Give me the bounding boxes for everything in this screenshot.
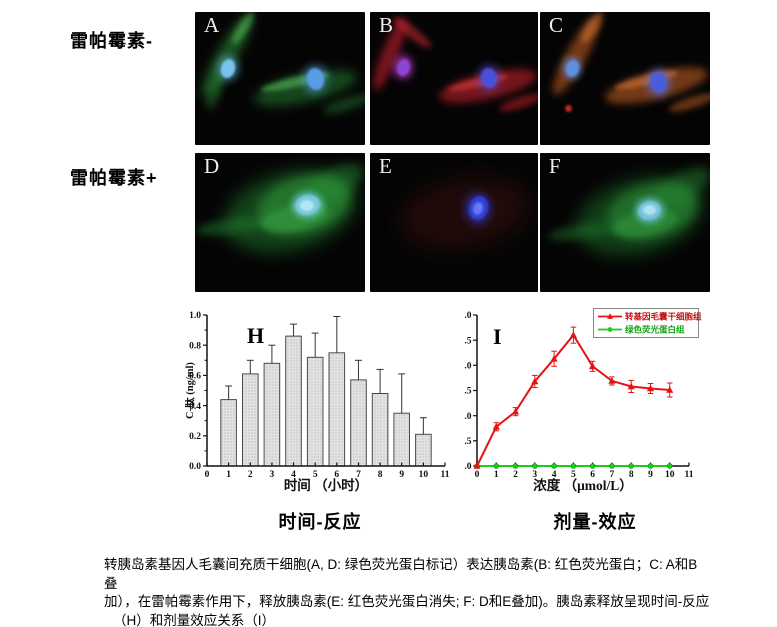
svg-text:4: 4: [291, 470, 296, 480]
svg-text:3: 3: [270, 470, 275, 480]
svg-text:0.6: 0.6: [189, 372, 201, 382]
svg-text:2: 2: [513, 470, 518, 480]
micrograph-panel-e: E: [370, 153, 538, 292]
line-chart-svg: .0 .5 .0 .5 .0 .5 .0 0 1 2 3 4 5 6 7 8 9 10 11 转基因毛囊干细胞组绿色荧…: [464, 308, 702, 493]
panel-letter: A: [204, 13, 220, 37]
svg-text:浓度 （μmol/L）: 浓度 （μmol/L）: [533, 477, 633, 493]
svg-text:I: I: [493, 324, 502, 349]
cell-fluorescence-blob: [564, 104, 572, 112]
svg-text:2: 2: [248, 470, 253, 480]
svg-text:.0: .0: [464, 311, 471, 321]
micrograph-panel-f: F: [540, 153, 710, 292]
micrograph-panel-b: B: [370, 12, 538, 145]
svg-text:5: 5: [313, 470, 318, 480]
svg-text:0.0: 0.0: [189, 462, 201, 472]
micrograph-panel-a: A: [195, 12, 365, 145]
svg-text:转基因毛囊干细胞组: 转基因毛囊干细胞组: [625, 312, 702, 322]
svg-text:10: 10: [665, 470, 675, 480]
svg-text:.0: .0: [464, 362, 471, 372]
svg-text:0.2: 0.2: [189, 432, 201, 442]
svg-text:7: 7: [356, 470, 361, 480]
svg-text:1: 1: [226, 470, 231, 480]
chart-caption-time: 时间-反应: [278, 512, 362, 532]
svg-text:8: 8: [629, 470, 634, 480]
svg-text:7: 7: [610, 470, 615, 480]
svg-text:5: 5: [571, 470, 576, 480]
micrograph-grid: A B C D E F: [0, 0, 777, 300]
rapamycin-plus-label: 雷帕霉素+: [70, 168, 158, 188]
caption-line-3: （H）和剂量效应关系（I）: [113, 612, 275, 627]
svg-text:.5: .5: [464, 336, 471, 346]
figure-caption: 转胰岛素基因人毛囊间充质干细胞(A, D: 绿色荧光蛋白标记）表达胰岛素(B: …: [104, 556, 710, 627]
time-response-chart: 0.0 0.2 0.4 0.6 0.8 1.0 0 1 2 3 4 5 6 7 8 9 10 11 C-肽 (ng/…: [183, 300, 455, 495]
svg-text:9: 9: [399, 470, 404, 480]
micrograph-panel-d: D: [195, 153, 365, 292]
panel-letter: B: [379, 13, 394, 37]
svg-text:0: 0: [475, 470, 480, 480]
svg-text:时间 （小时）: 时间 （小时）: [284, 477, 368, 493]
svg-text:6: 6: [590, 470, 595, 480]
svg-text:10: 10: [419, 470, 429, 480]
svg-text:9: 9: [648, 470, 653, 480]
panel-letter: C: [549, 13, 564, 37]
panel-letter: D: [204, 154, 220, 178]
svg-text:0.8: 0.8: [189, 341, 201, 351]
svg-text:11: 11: [441, 470, 450, 480]
svg-text:.5: .5: [464, 437, 471, 447]
caption-line-2: 加），在雷帕霉素作用下，释放胰岛素(E: 红色荧光蛋白消失; F: D和E叠加)…: [104, 594, 710, 609]
svg-text:.0: .0: [464, 412, 471, 422]
svg-text:绿色荧光蛋白组: 绿色荧光蛋白组: [625, 325, 685, 335]
svg-text:6: 6: [334, 470, 339, 480]
svg-text:11: 11: [685, 470, 694, 480]
panel-letter: E: [379, 154, 392, 178]
svg-text:0: 0: [205, 470, 210, 480]
svg-text:8: 8: [378, 470, 383, 480]
svg-text:3: 3: [532, 470, 537, 480]
svg-text:.0: .0: [464, 462, 471, 472]
dose-effect-chart: .0 .5 .0 .5 .0 .5 .0 0 1 2 3 4 5 6 7 8 9 10 11 转基因毛囊干细胞组 绿色荧…: [455, 300, 705, 495]
svg-text:.5: .5: [464, 387, 471, 397]
svg-text:1.0: 1.0: [189, 311, 201, 321]
svg-text:C-肽 (ng/ml): C-肽 (ng/ml): [185, 362, 196, 419]
svg-text:4: 4: [552, 470, 557, 480]
bar-chart-svg: 0.0 0.2 0.4 0.6 0.8 1.0 0 1 2 3 4 5 6 7 8 9 10 11 C-肽 (ng/…: [183, 311, 450, 493]
svg-text:0.4: 0.4: [189, 402, 201, 412]
chart-caption-dose: 剂量-效应: [553, 512, 637, 532]
cell-fluorescence-blob: [300, 199, 314, 211]
caption-line-1: 转胰岛素基因人毛囊间充质干细胞(A, D: 绿色荧光蛋白标记）表达胰岛素(B: …: [104, 557, 698, 591]
micrograph-panel-c: C: [540, 12, 710, 145]
cell-fluorescence-blob: [642, 205, 656, 215]
svg-text:H: H: [247, 323, 264, 348]
rapamycin-minus-label: 雷帕霉素-: [70, 31, 153, 51]
panel-letter: F: [549, 154, 561, 178]
svg-text:1: 1: [494, 470, 499, 480]
